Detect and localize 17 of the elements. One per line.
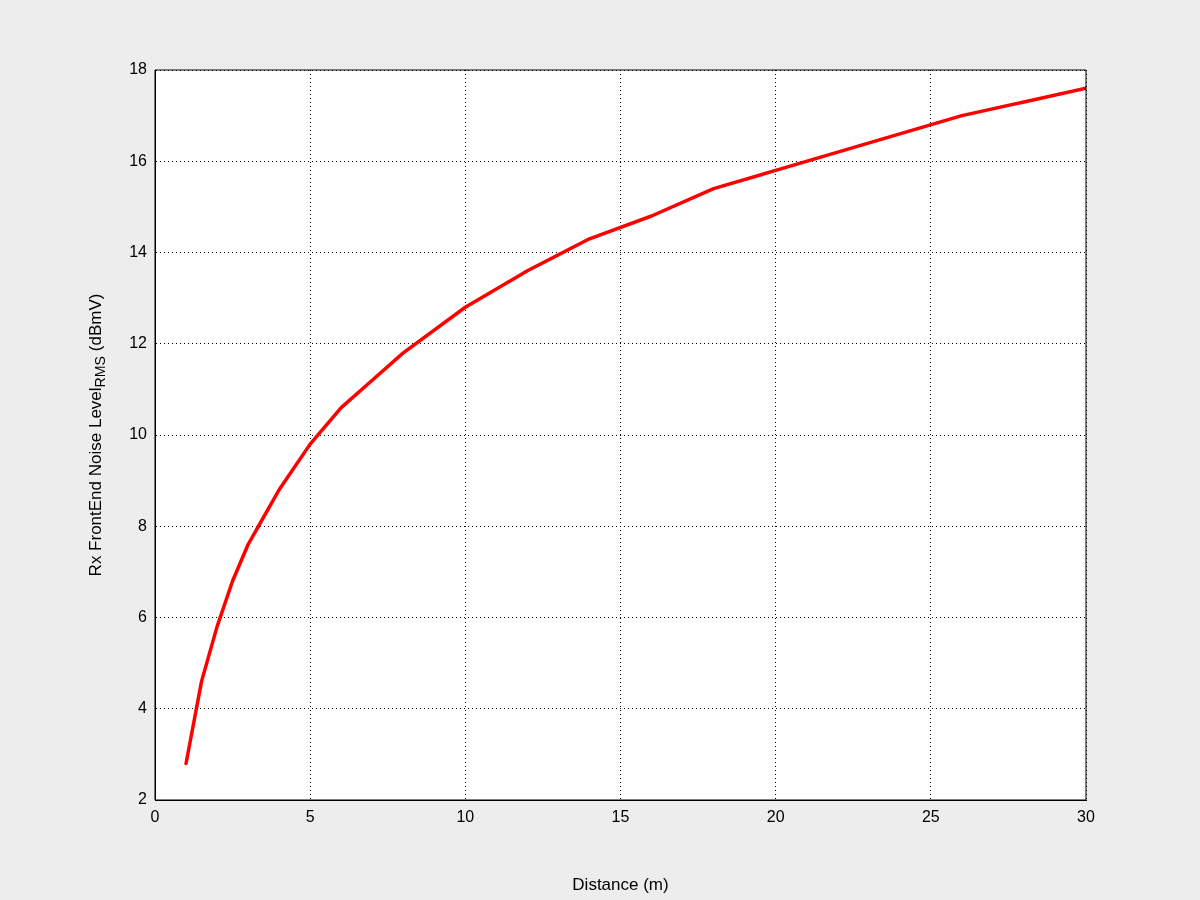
y-tick-label: 16	[129, 151, 148, 169]
x-tick-label: 20	[766, 808, 785, 826]
x-tick-label: 30	[1077, 808, 1095, 826]
x-tick-label: 15	[611, 808, 630, 826]
y-tick-label: 10	[129, 425, 148, 443]
x-tick-label: 5	[305, 808, 315, 826]
y-tick-label: 4	[138, 699, 148, 717]
x-axis-title: Distance (m)	[572, 875, 669, 895]
y-tick-label: 2	[138, 790, 148, 808]
x-tick-label: 10	[456, 808, 475, 826]
y-tick-label: 18	[129, 60, 148, 78]
x-tick-label: 25	[921, 808, 940, 826]
y-tick-label: 12	[129, 334, 148, 352]
y-tick-label: 6	[138, 607, 148, 625]
y-tick-label: 8	[138, 516, 148, 534]
x-tick-label: 0	[150, 808, 160, 826]
y-tick-label: 14	[129, 242, 148, 260]
